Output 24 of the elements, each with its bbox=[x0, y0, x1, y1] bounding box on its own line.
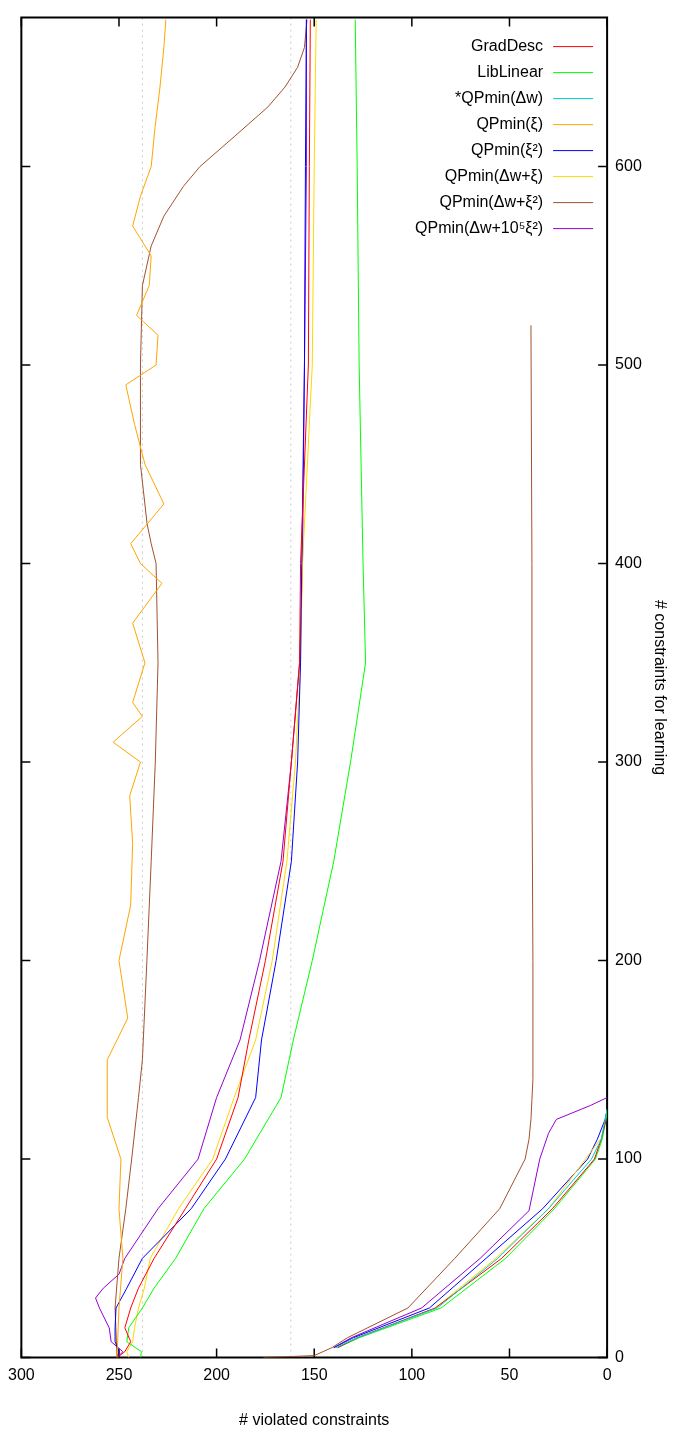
x-tick-label: 250 bbox=[105, 1365, 133, 1383]
x-tick-label: 0 bbox=[602, 1365, 612, 1383]
x-tick-label: 200 bbox=[203, 1365, 231, 1383]
y-tick-label: 100 bbox=[615, 1149, 642, 1167]
legend-label: *QPmin(Δw) bbox=[455, 89, 544, 107]
legend-label: QPmin(ξ²) bbox=[471, 141, 544, 160]
x-tick-label: 50 bbox=[500, 1365, 519, 1383]
x-axis-title: # violated constraints bbox=[239, 1410, 390, 1428]
legend-label: GradDesc bbox=[471, 37, 544, 55]
legend-label: QPmin(Δw+ξ) bbox=[444, 167, 544, 186]
y-tick-label: 500 bbox=[615, 355, 642, 373]
y-tick-label: 300 bbox=[615, 752, 642, 770]
y-axis-title: # constraints for learning bbox=[651, 600, 669, 776]
y-tick-label: 0 bbox=[615, 1348, 625, 1366]
y-tick-label: 200 bbox=[615, 950, 642, 968]
x-tick-label: 300 bbox=[8, 1365, 35, 1383]
legend-label: QPmin(Δw+10⁵ξ²) bbox=[415, 219, 544, 238]
x-tick-label: 150 bbox=[300, 1365, 328, 1383]
x-tick-label: 100 bbox=[398, 1365, 426, 1383]
y-tick-label: 600 bbox=[615, 156, 642, 174]
legend-label: QPmin(ξ) bbox=[476, 115, 544, 134]
legend-label: QPmin(Δw+ξ²) bbox=[439, 193, 544, 212]
y-tick-label: 400 bbox=[615, 553, 642, 571]
legend-label: LibLinear bbox=[477, 63, 544, 81]
